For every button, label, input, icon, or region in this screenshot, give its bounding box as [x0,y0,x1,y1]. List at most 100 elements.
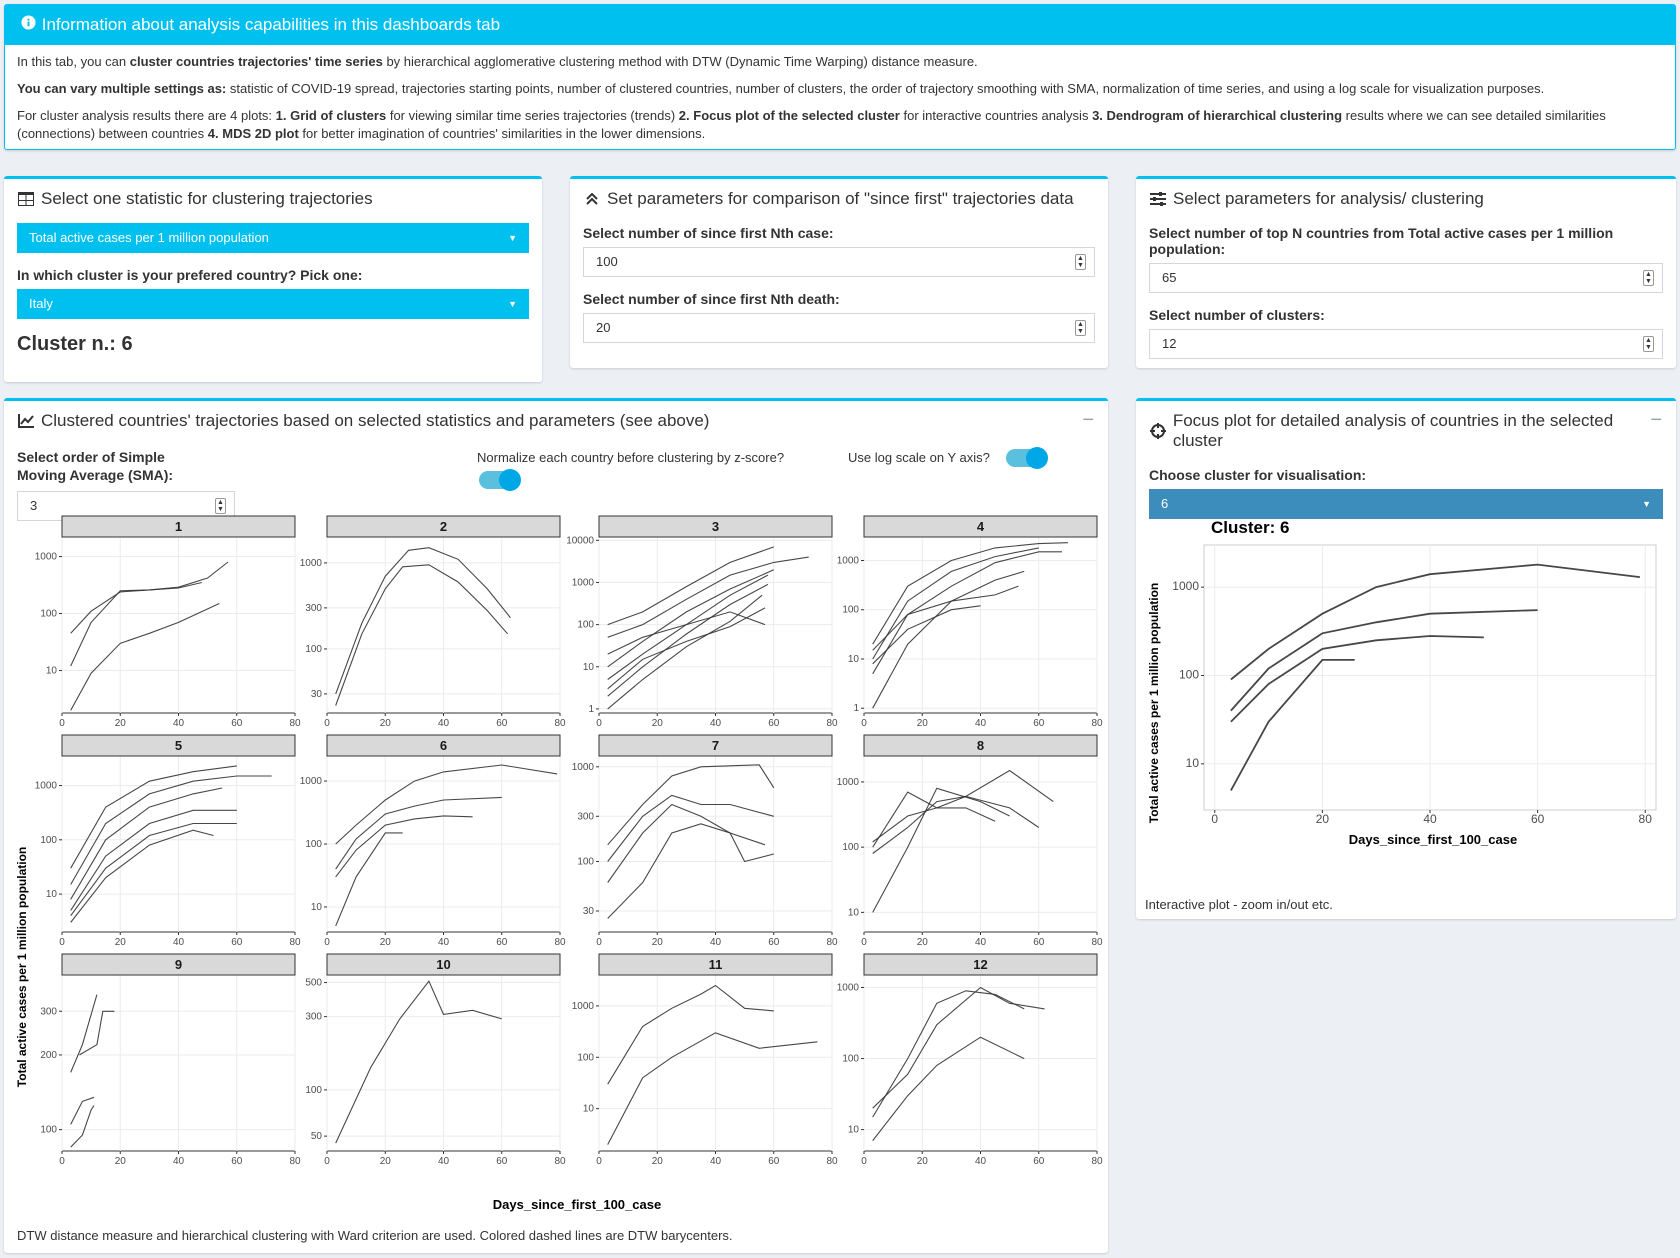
spinner-icon[interactable]: ▲ ▼ [1643,270,1654,286]
x-tick-label: 40 [173,937,185,948]
x-tick-label: 20 [115,718,127,729]
facet-strip [863,734,1098,757]
series-line [607,1032,818,1145]
topn-label: Select number of top N countries from To… [1149,225,1614,257]
focus-box: Focus plot for detailed analysis of coun… [1136,398,1676,919]
x-tick-label: 60 [496,937,508,948]
focus-chart[interactable]: Cluster: 6 Total active cases per 1 mill… [1136,511,1676,891]
facet-strip-label: 10 [436,957,450,972]
y-tick-label: 100 [40,609,57,620]
facet-strip [61,953,296,976]
cluster-grid-box: Clustered countries' trajectories based … [4,398,1108,1253]
y-tick-label: 100 [40,835,57,846]
y-tick-label: 1000 [572,762,595,773]
y-tick-label: 50 [311,1131,323,1142]
x-tick-label: 40 [173,718,185,729]
series-line [607,594,763,710]
y-tick-label: 1 [588,704,594,715]
normalize-toggle[interactable] [479,469,521,491]
x-tick-label: 60 [1531,812,1545,826]
clusters-label: Select number of clusters: [1149,307,1325,323]
y-tick-label: 1000 [35,552,58,563]
facet-strip [61,734,296,757]
cluster-select[interactable]: 6 ▼ [1149,489,1663,519]
facet-panel-9: 0 20 40 60 80 100 200 300 9 [40,953,301,1167]
y-tick-label: 500 [305,978,322,989]
series-line [607,556,809,638]
cluster-grid-chart[interactable]: Total active cases per 1 million populat… [4,513,1108,1258]
analysis-box: Select parameters for analysis/ clusteri… [1136,176,1676,368]
spinner-icon[interactable]: ▲ ▼ [215,498,226,514]
since-first-box-title: Set parameters for comparison of "since … [607,189,1074,208]
spinner-icon[interactable]: ▲ ▼ [1643,336,1654,352]
y-tick-label: 300 [40,1006,57,1017]
x-tick-label: 80 [826,718,838,729]
series-line [607,984,774,1085]
series-line [872,585,1019,651]
x-tick-label: 20 [652,718,664,729]
x-tick-label: 60 [1033,718,1045,729]
x-tick-label: 0 [59,937,65,948]
x-tick-label: 20 [917,937,929,948]
spinner-icon[interactable]: ▲ ▼ [1075,320,1086,336]
log-scale-label: Use log scale on Y axis? [848,450,990,465]
series-line [1230,609,1538,712]
y-tick-label: 1000 [300,776,323,787]
collapse-button[interactable]: − [1082,409,1094,431]
info-paragraph-3: For cluster analysis results there are 4… [17,108,1606,141]
x-tick-label: 60 [496,718,508,729]
y-tick-label: 10 [583,1104,595,1115]
x-tick-label: 0 [596,1156,602,1167]
series-line [872,986,1045,1109]
y-tick-label: 100 [305,1085,322,1096]
y-tick-label: 30 [583,906,595,917]
facet-strip-label: 1 [175,519,182,534]
line-chart-icon [17,412,35,430]
country-select[interactable]: Italy ▼ [17,289,529,319]
series-line [872,551,1062,675]
x-tick-label: 40 [710,718,722,729]
facet-panel-6: 0 20 40 60 80 10 100 1000 6 [300,734,566,948]
facet-panel-8: 0 20 40 60 80 10 100 1000 8 [837,734,1103,948]
series-line [335,815,473,878]
series-line [607,803,766,883]
log-scale-toggle[interactable] [1006,447,1048,469]
series-line [70,775,272,885]
facet-strip-label: 12 [973,957,987,972]
x-tick-label: 0 [596,718,602,729]
series-line [1230,658,1355,791]
facet-strip-label: 2 [440,519,447,534]
case-input[interactable]: 100 ▲ ▼ [583,247,1095,277]
x-tick-label: 40 [975,718,987,729]
death-input[interactable]: 20 ▲ ▼ [583,313,1095,343]
series-line [872,769,1054,848]
y-tick-label: 10 [46,666,58,677]
facet-strip-label: 9 [175,957,182,972]
info-paragraph-2: You can vary multiple settings as: stati… [17,81,1545,96]
series-line [335,832,403,927]
series-line [872,547,1039,660]
statistic-select[interactable]: Total active cases per 1 million populat… [17,223,529,253]
series-line [70,765,237,869]
collapse-button[interactable]: − [1650,409,1662,431]
x-tick-label: 0 [861,1156,867,1167]
focus-box-title: Focus plot for detailed analysis of coun… [1172,411,1614,450]
series-line [872,542,1068,645]
clusters-input[interactable]: 12 ▲ ▼ [1149,329,1663,359]
y-tick-label: 1000 [35,781,58,792]
info-title: Information about analysis capabilities … [41,15,501,34]
y-tick-label: 10 [848,654,860,665]
info-paragraph-1: In this tab, you can cluster countries t… [17,54,978,69]
choose-cluster-label: Choose cluster for visualisation: [1149,467,1367,483]
topn-input[interactable]: 65 ▲ ▼ [1149,263,1663,293]
sliders-icon [1149,190,1167,208]
x-tick-label: 0 [861,718,867,729]
facet-strip [863,953,1098,976]
caret-down-icon: ▼ [1642,499,1651,509]
x-tick-label: 40 [438,718,450,729]
cluster-result: Cluster n.: 6 [17,333,133,355]
facet-panel-1: 0 20 40 60 80 10 100 1000 1 [35,515,301,729]
spinner-icon[interactable]: ▲ ▼ [1075,254,1086,270]
y-tick-label: 1000 [572,1001,595,1012]
series-line [607,583,769,697]
